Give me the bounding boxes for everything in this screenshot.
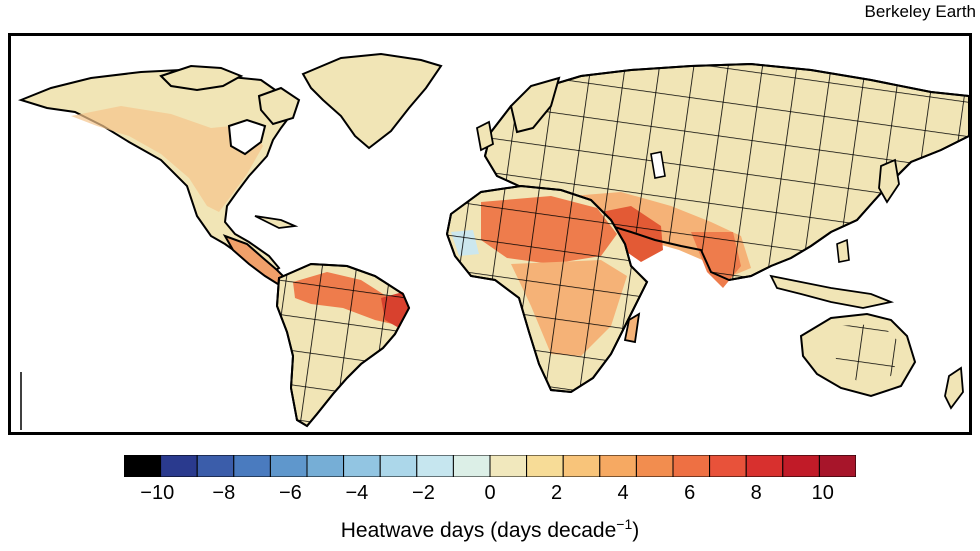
colorbar-swatch — [782, 455, 820, 477]
colorbar-swatch — [709, 455, 747, 477]
colorbar-swatch — [818, 455, 856, 477]
japan — [878, 158, 900, 204]
colorbar-tick-label: 8 — [750, 482, 762, 504]
colorbar-swatch — [379, 455, 418, 477]
colorbar-swatch — [233, 455, 271, 477]
cuba — [254, 215, 299, 229]
colorbar-tick-label: 6 — [684, 482, 696, 504]
colorbar-swatch — [562, 455, 601, 477]
colorbar-tick-label: −4 — [345, 482, 369, 504]
colorbar-swatch — [124, 455, 162, 477]
colorbar-tick-label: −2 — [412, 482, 435, 504]
colorbar-swatch — [269, 455, 308, 477]
colorbar-tick-label: −8 — [212, 482, 236, 504]
colorbar-title-main: Heatwave days (days decade — [340, 519, 617, 542]
colorbar-tick-label: 0 — [484, 482, 496, 504]
source-label: Berkeley Earth — [864, 2, 977, 21]
colorbar-swatch — [526, 455, 564, 477]
colorbar-swatch — [599, 455, 637, 477]
colorbar-tick-label: 10 — [811, 482, 834, 504]
colorbar-title-sup: −1 — [616, 516, 633, 532]
philippines — [836, 238, 850, 263]
north-america-warm — [71, 106, 263, 212]
colorbar-swatch — [452, 455, 491, 477]
colorbar-tick-label: 4 — [617, 482, 629, 504]
british-isles — [475, 120, 495, 152]
colorbar-tick-label: −6 — [278, 482, 302, 504]
north-america — [17, 68, 295, 274]
colorbar-tick-label: −10 — [140, 482, 175, 504]
colorbar-swatch — [745, 455, 784, 477]
hudson-bay — [227, 118, 267, 156]
colorbar-swatch — [306, 455, 345, 477]
madagascar — [623, 312, 641, 344]
colorbar-swatch — [416, 455, 454, 477]
indonesia — [769, 274, 895, 309]
colorbar-tick-label: 2 — [550, 482, 563, 504]
colorbar-title: Heatwave days (days decade−1) — [0, 516, 980, 543]
colorbar-swatch — [672, 455, 711, 477]
central-america — [222, 234, 289, 288]
caspian-sea — [650, 151, 666, 179]
greenland — [301, 52, 443, 150]
new-zealand — [944, 366, 964, 410]
scandinavia — [509, 76, 561, 134]
colorbar — [124, 455, 856, 477]
colorbar-tick-labels: −10 −8 −6 −4 −2 0 2 4 6 8 10 — [124, 482, 856, 508]
colorbar-swatch — [343, 455, 381, 477]
colorbar-swatch — [635, 455, 674, 477]
colorbar-swatch — [160, 455, 198, 477]
baffin-island — [257, 86, 301, 126]
map-canvas — [17, 52, 969, 430]
colorbar-title-close: ) — [632, 519, 640, 542]
arctic-islands — [159, 64, 244, 92]
colorbar-swatch — [489, 455, 528, 477]
world-map — [8, 33, 972, 435]
colorbar-swatch — [196, 455, 235, 477]
